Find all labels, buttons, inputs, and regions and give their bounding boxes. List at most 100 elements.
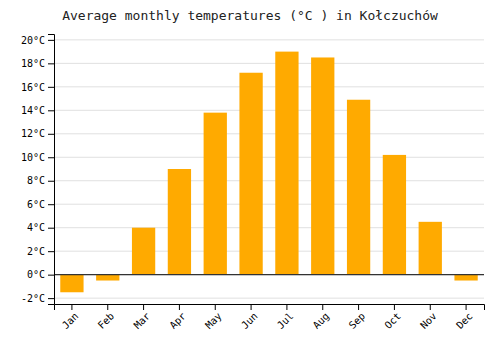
x-tick-label: Jan <box>60 310 81 331</box>
grid-line <box>54 157 484 158</box>
bar <box>96 275 119 281</box>
y-tick-mark <box>48 110 54 111</box>
y-tick-label: 16°C <box>21 82 45 93</box>
x-tick-mark <box>107 304 108 310</box>
grid-line <box>54 298 484 299</box>
y-tick: 10°C <box>21 152 54 163</box>
grid-line <box>54 63 484 64</box>
bar <box>168 169 191 275</box>
y-tick: 4°C <box>27 222 54 233</box>
x-tick-mark <box>143 304 144 310</box>
y-tick: 2°C <box>27 246 54 257</box>
zero-line <box>54 274 484 275</box>
y-tick: 16°C <box>21 82 54 93</box>
y-tick-label: 14°C <box>21 105 45 116</box>
bar <box>311 57 334 274</box>
y-tick-label: 10°C <box>21 152 45 163</box>
y-tick-label: 18°C <box>21 58 45 69</box>
x-tick: Mar <box>132 304 153 331</box>
x-tick-mark <box>71 304 72 310</box>
bar <box>132 228 155 275</box>
x-axis: Jan Feb Mar Apr May Jun Jul Aug Sep Oct Nov Dec <box>55 304 485 331</box>
grid-line <box>54 110 484 111</box>
bar <box>204 113 227 275</box>
x-axis-line <box>55 305 485 311</box>
y-tick-label: 0°C <box>27 269 45 280</box>
y-tick-label: -2°C <box>21 293 45 304</box>
x-tick-mark <box>179 304 180 310</box>
bar <box>454 275 477 281</box>
y-tick: 18°C <box>21 58 54 69</box>
grid-line <box>54 133 484 134</box>
x-tick-label: Jul <box>275 310 296 331</box>
x-tick-label: Aug <box>311 310 332 331</box>
y-tick: 12°C <box>21 128 54 139</box>
y-tick-mark <box>48 157 54 158</box>
x-tick-label: Feb <box>96 310 117 331</box>
grid-line <box>54 274 484 275</box>
x-tick-mark <box>394 304 395 310</box>
x-tick-label: Jun <box>239 310 260 331</box>
y-tick: 6°C <box>27 199 54 210</box>
bar <box>347 100 370 275</box>
x-tick-label: Nov <box>418 310 439 331</box>
bar <box>275 52 298 275</box>
plot: -2°C 0°C 2°C 4°C 6°C 8°C 10°C 12°C 14°C 16°C 18°C 2… <box>21 35 485 331</box>
grid-line <box>54 39 484 40</box>
grid <box>54 40 484 298</box>
x-tick: Dec <box>454 304 475 331</box>
x-tick: Nov <box>418 304 439 331</box>
y-axis-line <box>48 35 55 305</box>
x-tick: Jul <box>275 304 296 331</box>
y-tick-mark <box>48 87 54 88</box>
bar <box>419 222 442 275</box>
y-tick-label: 6°C <box>27 199 45 210</box>
y-tick-mark <box>48 134 54 135</box>
y-tick: 0°C <box>27 269 54 280</box>
grid-line <box>54 204 484 205</box>
grid-line <box>54 180 484 181</box>
x-tick: Sep <box>347 304 368 331</box>
y-tick-mark <box>48 40 54 41</box>
bar <box>60 275 83 293</box>
y-tick: -2°C <box>21 293 54 304</box>
grid-line <box>54 86 484 87</box>
y-tick-label: 8°C <box>27 175 45 186</box>
y-tick-mark <box>48 181 54 182</box>
x-tick-label: Sep <box>347 310 368 331</box>
x-tick: Oct <box>382 304 403 331</box>
x-tick-label: Dec <box>454 310 475 331</box>
y-tick-label: 4°C <box>27 222 45 233</box>
y-tick: 14°C <box>21 105 54 116</box>
x-tick-mark <box>286 304 287 310</box>
bar <box>239 73 262 275</box>
x-tick-label: Mar <box>132 310 153 331</box>
y-tick: 20°C <box>21 35 54 46</box>
chart: Average monthly temperatures (°C ) in Ko… <box>0 0 500 350</box>
x-tick: Apr <box>167 304 188 331</box>
x-tick-mark <box>322 304 323 310</box>
x-tick-mark <box>358 304 359 310</box>
x-tick-mark <box>251 304 252 310</box>
x-tick: Feb <box>96 304 117 331</box>
y-tick-label: 20°C <box>21 35 45 46</box>
y-tick-label: 2°C <box>27 246 45 257</box>
y-tick-mark <box>48 298 54 299</box>
y-axis: -2°C 0°C 2°C 4°C 6°C 8°C 10°C 12°C 14°C 16°C 18°C 2… <box>21 35 55 305</box>
x-tick-label: May <box>203 310 224 331</box>
y-tick-label: 12°C <box>21 128 45 139</box>
y-tick-mark <box>48 275 54 276</box>
x-tick: May <box>203 304 224 331</box>
y-tick-mark <box>48 251 54 252</box>
y-tick-mark <box>48 228 54 229</box>
x-tick-mark <box>215 304 216 310</box>
y-tick-mark <box>48 63 54 64</box>
bar <box>383 155 406 275</box>
x-tick-mark <box>466 304 467 310</box>
x-tick: Jan <box>60 304 81 331</box>
x-tick-label: Apr <box>167 310 188 331</box>
x-tick: Jun <box>239 304 260 331</box>
title: Average monthly temperatures (°C ) in Ko… <box>62 8 438 23</box>
y-tick: 8°C <box>27 175 54 186</box>
x-tick-mark <box>430 304 431 310</box>
